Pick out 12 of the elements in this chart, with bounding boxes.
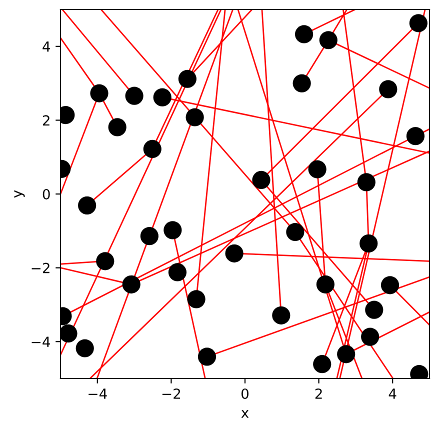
y-tick-label: −2 <box>32 262 50 274</box>
y-tick-label: 4 <box>42 42 50 52</box>
y-axis-title: y <box>14 190 25 198</box>
x-tick-label: 4 <box>388 388 396 399</box>
y-tick-label: 2 <box>42 115 50 126</box>
x-tick-label: −2 <box>162 388 180 399</box>
x-tick-label: 0 <box>241 388 248 399</box>
x-axis-title: x <box>241 410 249 418</box>
y-tick-label: 0 <box>42 188 50 200</box>
x-tick-label: −4 <box>88 388 107 399</box>
x-tick-label: 2 <box>315 388 322 399</box>
y-tick-label: −4 <box>32 336 50 347</box>
